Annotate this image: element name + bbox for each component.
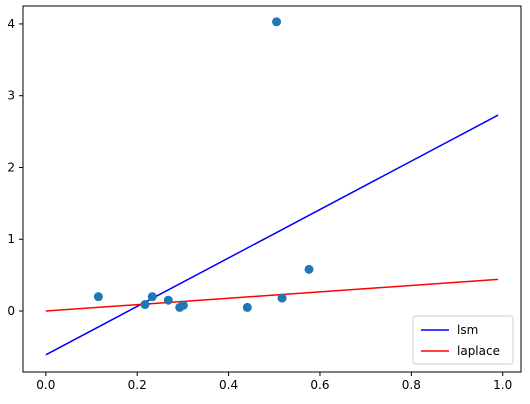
x-tick-label-4: 0.8 bbox=[402, 378, 421, 392]
data-points bbox=[93, 17, 314, 312]
data-point-2 bbox=[147, 292, 157, 302]
data-point-6 bbox=[242, 302, 252, 312]
y-tick-label-4: 4 bbox=[7, 17, 15, 31]
legend-label-laplace: laplace bbox=[457, 344, 500, 358]
series-lines bbox=[45, 114, 499, 356]
data-point-7 bbox=[272, 17, 282, 27]
x-tick-label-2: 0.4 bbox=[219, 378, 238, 392]
series-line-laplace bbox=[45, 278, 499, 312]
y-tick-label-3: 3 bbox=[7, 89, 15, 103]
x-tick-label-3: 0.6 bbox=[310, 378, 329, 392]
data-point-0 bbox=[93, 292, 103, 302]
data-point-8 bbox=[277, 293, 287, 303]
data-point-1 bbox=[140, 300, 150, 310]
data-point-9 bbox=[304, 264, 314, 274]
x-tick-label-0: 0.0 bbox=[36, 378, 55, 392]
series-line-lsm bbox=[45, 114, 499, 356]
legend: lsm laplace bbox=[412, 315, 514, 365]
axes: 0.0 0.2 0.4 0.6 0.8 1.0 0 1 2 3 4 bbox=[7, 5, 522, 392]
y-tick-label-1: 1 bbox=[7, 232, 15, 246]
x-tick-label-1: 0.2 bbox=[128, 378, 147, 392]
plot-frame bbox=[22, 5, 522, 373]
y-tick-label-0: 0 bbox=[7, 304, 15, 318]
y-tick-label-2: 2 bbox=[7, 160, 15, 174]
legend-label-lsm: lsm bbox=[457, 323, 478, 337]
legend-box bbox=[412, 315, 514, 365]
data-point-3 bbox=[163, 295, 173, 305]
data-point-5 bbox=[178, 300, 188, 310]
x-tick-label-5: 1.0 bbox=[493, 378, 512, 392]
